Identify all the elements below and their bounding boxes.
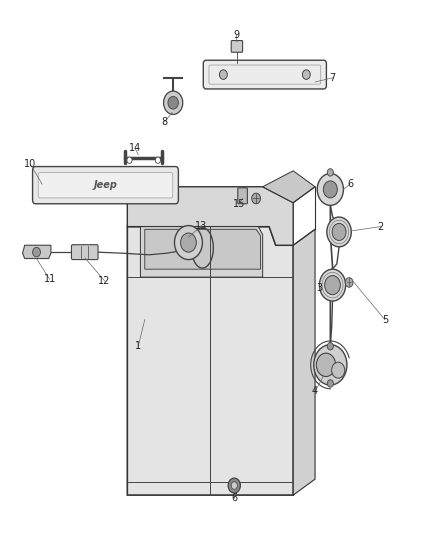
Circle shape [327,343,333,350]
Text: 1: 1 [135,341,141,351]
Circle shape [327,379,333,387]
Circle shape [252,193,261,204]
Text: 11: 11 [43,274,56,284]
Polygon shape [263,171,315,203]
Circle shape [314,345,347,385]
Text: 12: 12 [99,276,111,286]
Text: 3: 3 [316,283,322,293]
Text: 14: 14 [129,143,141,154]
Circle shape [327,168,333,176]
Text: Jeep: Jeep [94,180,117,190]
Text: 6: 6 [231,492,237,503]
FancyBboxPatch shape [203,60,326,89]
Polygon shape [293,229,315,495]
Circle shape [316,353,336,376]
Circle shape [332,223,346,240]
Circle shape [231,482,237,489]
Text: 7: 7 [329,73,336,83]
Text: 2: 2 [378,222,384,232]
FancyBboxPatch shape [38,172,173,198]
Text: 10: 10 [24,159,36,169]
Circle shape [332,362,345,378]
Polygon shape [145,229,261,269]
FancyBboxPatch shape [32,166,178,204]
Circle shape [219,70,227,79]
Circle shape [319,269,346,301]
Circle shape [155,157,160,164]
Text: 9: 9 [233,30,240,41]
Circle shape [325,276,340,295]
FancyBboxPatch shape [71,245,98,260]
Circle shape [228,478,240,493]
Circle shape [174,225,202,260]
Circle shape [127,157,132,164]
Circle shape [163,91,183,115]
Circle shape [327,217,351,247]
Circle shape [168,96,178,109]
Text: 13: 13 [195,221,208,231]
Circle shape [317,173,343,205]
Polygon shape [127,227,293,495]
Circle shape [323,181,337,198]
FancyBboxPatch shape [238,188,247,204]
Text: 4: 4 [312,386,318,397]
Circle shape [180,233,196,252]
Text: 15: 15 [233,199,245,209]
Text: 5: 5 [382,314,388,325]
Circle shape [345,278,353,287]
Polygon shape [22,245,51,259]
Text: 8: 8 [161,117,167,127]
Circle shape [302,70,310,79]
FancyBboxPatch shape [231,41,243,52]
Text: 6: 6 [347,179,353,189]
Polygon shape [141,227,263,277]
Polygon shape [127,187,293,245]
Circle shape [32,247,40,257]
